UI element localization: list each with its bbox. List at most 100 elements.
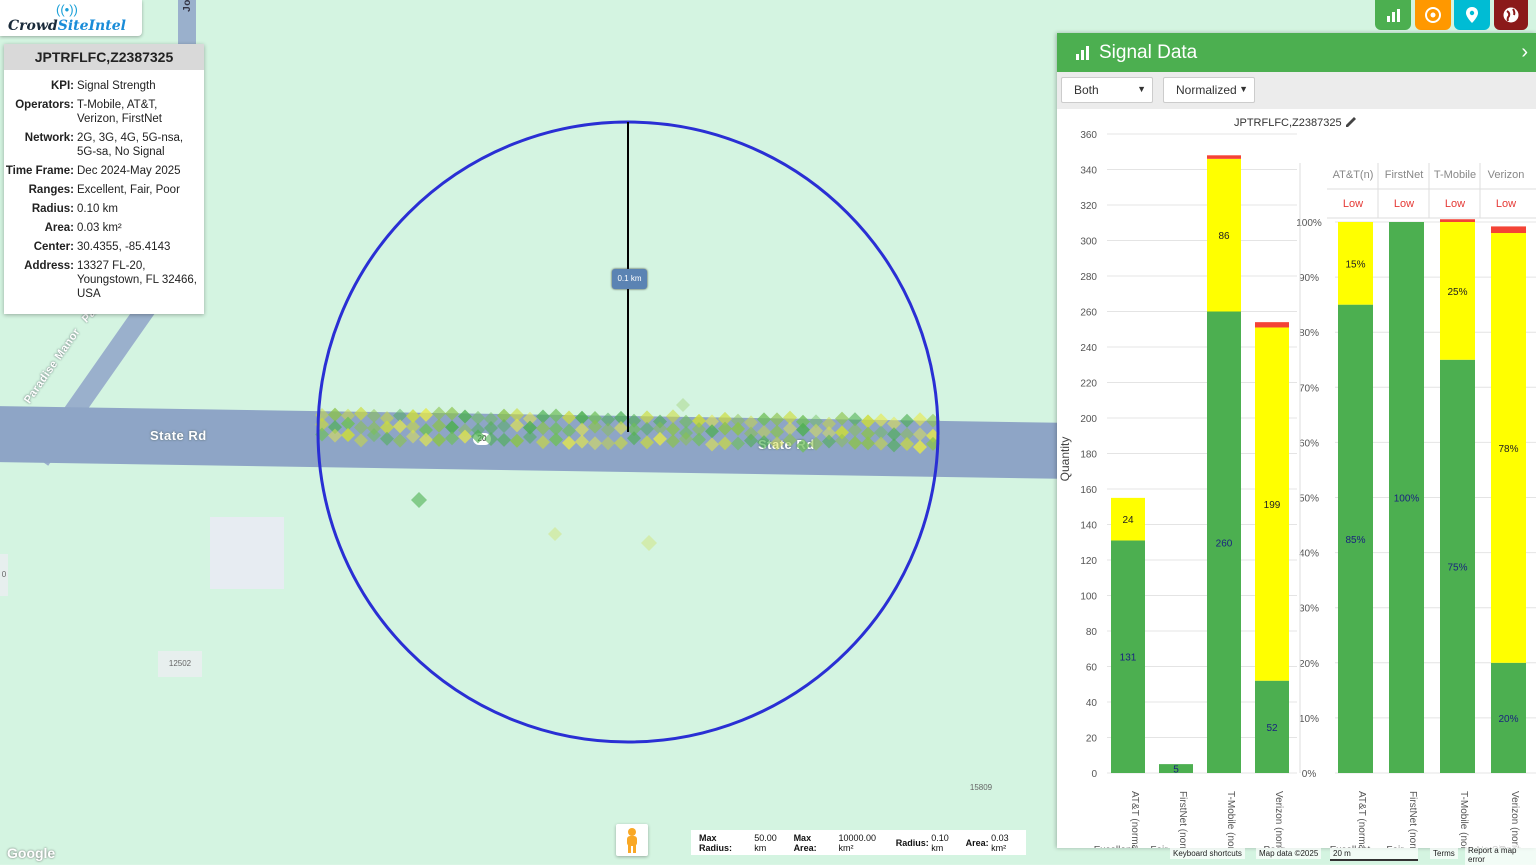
signal-sample [367,428,381,443]
signal-sample [445,431,459,446]
mode-select[interactable]: Normalized ▼ [1163,77,1255,103]
bar-segment [1491,233,1526,663]
y-tick-label: 240 [1080,343,1097,354]
signal-sample [419,432,433,447]
bar-segment [1255,327,1289,681]
signal-sample [432,418,446,433]
signal-sample [692,413,706,428]
info-key: Address: [24,260,74,272]
x-tick-label: FirstNet (normalized) [1177,791,1188,848]
signal-sample [705,414,719,429]
info-row-radius: Radius: 0.10 km [4,202,204,216]
signal-sample [887,427,901,442]
signal-sample [731,413,745,428]
limit-value: 0.03 km² [991,832,1009,853]
signal-sample [757,412,771,427]
x-tick-label: T-Mobile (normalized) [1458,791,1469,848]
signal-sample [627,431,641,446]
signal-sample [484,420,498,435]
x-tick-label: FirstNet (normalized) [1407,791,1418,848]
signal-sample [575,410,589,425]
data-label: 199 [1264,500,1281,511]
table-rating: Low [1445,198,1465,210]
info-value: 0.03 km² [77,222,122,234]
signal-sample [627,422,641,437]
signal-sample [548,527,562,541]
y-tick-label: 80% [1299,328,1319,339]
signal-sample [523,411,537,426]
street-view-button[interactable] [616,824,648,856]
limit-value: 0.10 km [931,832,949,853]
bar-segment [1440,219,1475,222]
panel-controls: Both ▼ Normalized ▼ [1057,72,1536,109]
globe-button[interactable] [1494,0,1528,30]
data-label: 100% [1394,494,1420,505]
signal-sample [874,413,888,428]
info-value: Excellent, Fair, Poor [77,184,180,196]
signal-sample [861,414,875,429]
y-tick-label: 160 [1080,485,1097,496]
signal-sample [913,412,927,427]
y-tick-label: 100% [1296,218,1322,229]
y-tick-label: 30% [1299,604,1319,615]
target-button[interactable] [1415,0,1451,30]
signal-data-panel: Signal Data › Both ▼ Normalized ▼ JPTRFLFC… [1057,33,1536,848]
limit-label: Radius: [895,837,929,848]
lot-label: 0 [0,554,8,596]
signal-sample [484,412,498,427]
bar-segment [1207,155,1241,159]
scale-bar[interactable]: 20 m [1330,848,1418,861]
signal-sample [549,432,563,447]
side-road [178,0,196,48]
location-button[interactable] [1454,0,1490,30]
data-label: 15% [1345,259,1365,270]
y-tick-label: 0% [1302,769,1317,780]
y-tick-label: 80 [1086,627,1098,638]
info-panel: JPTRFLFC,Z2387325 KPI: Signal Strength Op… [4,44,204,314]
collapse-chevron-icon[interactable]: › [1521,41,1528,63]
data-label: 78% [1498,444,1518,455]
operator-select-value: Both [1074,83,1099,97]
info-row-center: Center: 30.4355, -85.4143 [4,240,204,254]
globe-icon [1503,7,1519,23]
signal-sample [887,438,901,453]
info-row-timeframe: Time Frame: Dec 2024-May 2025 [4,164,204,178]
report-map-error-link[interactable]: Report a map error [1465,845,1536,865]
map-pin-icon [1466,7,1478,23]
info-value: Signal Strength [77,80,156,92]
signal-sample [757,424,771,439]
bar-segment [1440,359,1475,773]
signal-sample [770,412,784,427]
limit-label: Area: [965,837,989,848]
signal-sample [406,419,420,434]
data-label: 131 [1120,653,1137,664]
info-value: Dec 2024-May 2025 [77,165,181,177]
signal-sample [835,433,849,448]
y-tick-label: 200 [1080,414,1097,425]
chart-toggle-button[interactable] [1375,0,1411,30]
building-plot [210,517,284,589]
signal-sample [796,422,810,437]
signal-sample [523,420,537,435]
keyboard-shortcuts-link[interactable]: Keyboard shortcuts [1170,848,1245,859]
signal-sample [641,535,657,551]
signal-sample [601,436,615,451]
bar-segment [1111,497,1145,541]
signal-sample [705,437,719,452]
data-label: 5 [1173,765,1179,776]
bar-segment [1491,662,1526,773]
chart-title: JPTRFLFC,Z2387325 [1234,117,1342,129]
y-tick-label: 20 [1086,734,1098,745]
bar-segment [1338,304,1373,773]
signal-sample [718,411,732,426]
table-rating: Low [1394,198,1414,210]
legend-label: Poor [1263,845,1285,848]
signal-sample [809,414,823,429]
table-rating: Low [1343,198,1363,210]
signal-sample [354,420,368,435]
terms-link[interactable]: Terms [1430,848,1458,859]
operator-select[interactable]: Both ▼ [1061,77,1153,103]
app-logo[interactable]: ((•)) CrowdSiteIntel [0,0,142,36]
info-key: Network: [24,132,74,144]
